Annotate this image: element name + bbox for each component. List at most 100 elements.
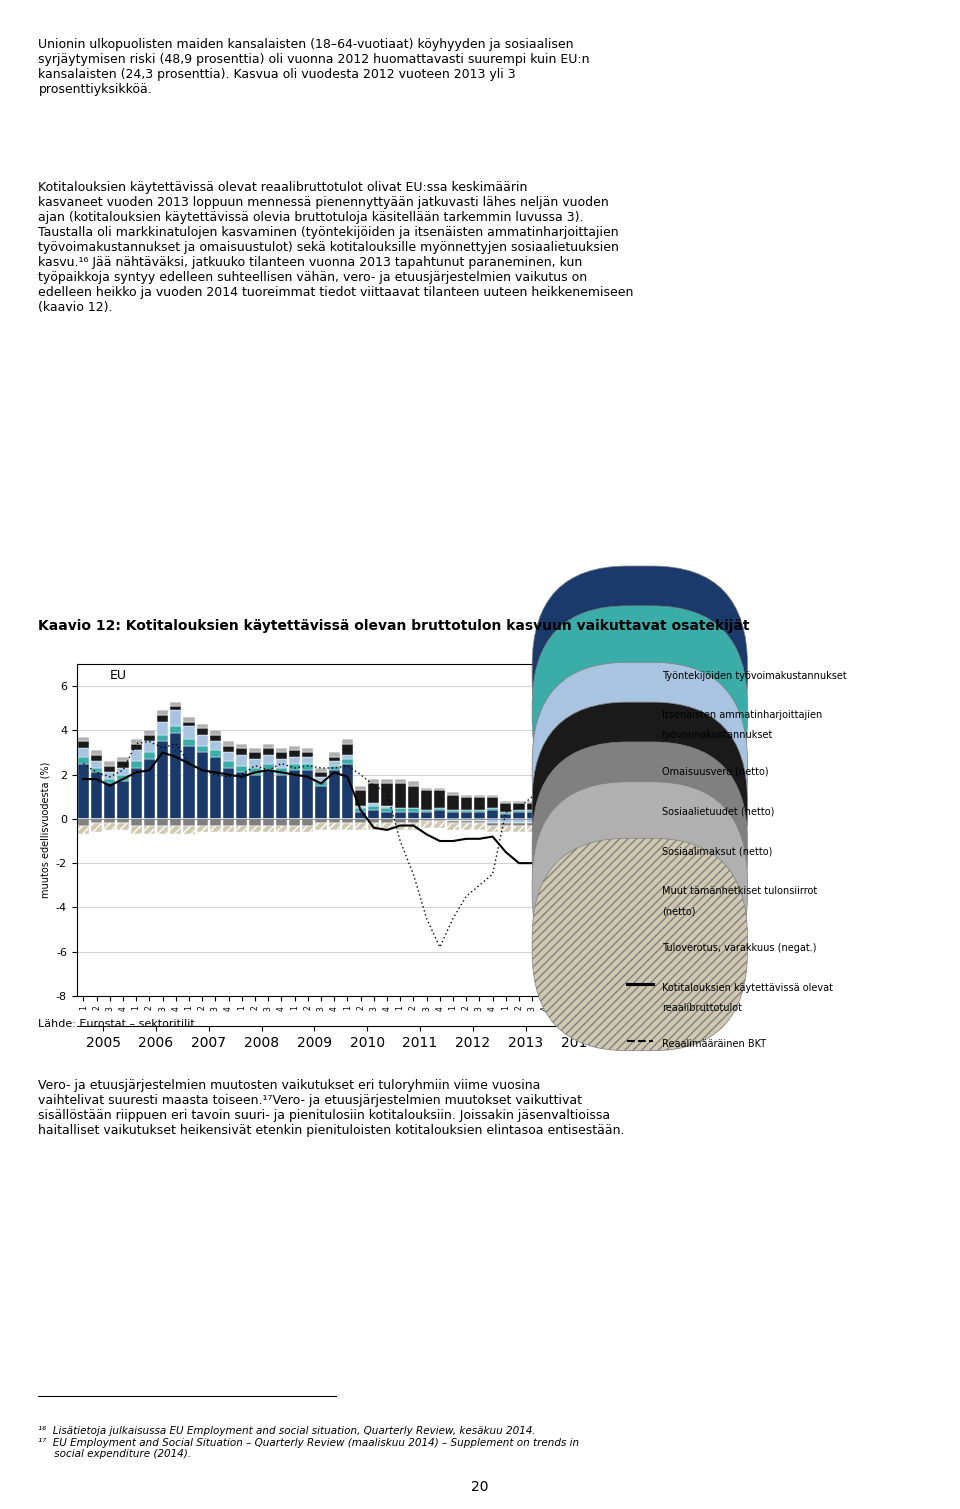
Bar (381, 783, 393, 806)
Bar (78, 741, 89, 748)
Bar (157, 735, 168, 741)
Bar (105, 765, 115, 773)
Bar (276, 819, 287, 825)
Bar (527, 810, 538, 812)
Bar (276, 768, 287, 774)
Bar (263, 754, 274, 764)
Text: Omaisuusvero (netto): Omaisuusvero (netto) (662, 767, 769, 777)
Bar (369, 803, 379, 806)
Bar (434, 807, 445, 810)
Bar (355, 819, 366, 824)
Text: Tuloverotus, varakkuus (negat.): Tuloverotus, varakkuus (negat.) (662, 943, 817, 952)
Bar (117, 774, 129, 782)
Bar (580, 795, 590, 798)
Bar (78, 819, 89, 825)
Bar (78, 736, 89, 741)
Bar (527, 812, 538, 819)
Bar (395, 812, 406, 819)
Bar (197, 745, 207, 753)
Bar (302, 758, 313, 764)
Bar (316, 819, 326, 824)
Bar (355, 807, 366, 812)
Bar (514, 819, 524, 824)
Bar (236, 819, 248, 825)
Bar (540, 812, 551, 819)
Text: Unionin ulkopuolisten maiden kansalaisten (18–64-vuotiaat) köyhyyden ja sosiaali: Unionin ulkopuolisten maiden kansalaiste… (38, 38, 589, 95)
Bar (447, 821, 459, 824)
Y-axis label: muutos edellisvuodesta (%): muutos edellisvuodesta (%) (40, 762, 50, 898)
Bar (223, 741, 234, 745)
Bar (328, 762, 340, 765)
Bar (592, 797, 604, 819)
Text: Kotitalouksien käytettävissä olevat reaalibruttotulot olivat EU:ssa keskimäärin
: Kotitalouksien käytettävissä olevat reaa… (38, 181, 634, 314)
Bar (157, 721, 168, 735)
Bar (355, 786, 366, 791)
Bar (170, 706, 181, 711)
Bar (487, 824, 498, 825)
Bar (500, 801, 512, 803)
Bar (328, 758, 340, 762)
Bar (342, 759, 353, 764)
Bar (210, 825, 221, 831)
Bar (210, 758, 221, 819)
Bar (395, 783, 406, 807)
Bar (580, 819, 590, 821)
Text: Vero- ja etuusjärjestelmien muutosten vaikutukset eri tuloryhmiin viime vuosina
: Vero- ja etuusjärjestelmien muutosten va… (38, 1079, 625, 1136)
Bar (78, 748, 89, 758)
Bar (342, 744, 353, 754)
Bar (553, 801, 564, 806)
Bar (540, 825, 551, 831)
Bar (434, 821, 445, 828)
Bar (553, 819, 564, 821)
Bar (328, 753, 340, 758)
Bar (381, 819, 393, 824)
Bar (302, 770, 313, 819)
Bar (236, 744, 248, 748)
Bar (461, 824, 471, 830)
Bar (250, 774, 260, 819)
Bar (144, 819, 155, 825)
Bar (117, 758, 129, 762)
Bar (527, 801, 538, 803)
Bar (276, 774, 287, 819)
Bar (566, 824, 577, 828)
Bar (487, 825, 498, 831)
Bar (461, 795, 471, 797)
Bar (474, 810, 485, 812)
Bar (170, 819, 181, 825)
Bar (461, 812, 471, 819)
Bar (553, 821, 564, 824)
Bar (210, 750, 221, 758)
Bar (302, 748, 313, 753)
Bar (421, 791, 432, 810)
Bar (500, 803, 512, 812)
Bar (447, 795, 459, 810)
Bar (197, 724, 207, 729)
Bar (105, 824, 115, 830)
Bar (263, 770, 274, 819)
FancyBboxPatch shape (532, 605, 748, 818)
Bar (105, 762, 115, 765)
Bar (197, 819, 207, 825)
Bar (289, 750, 300, 758)
Bar (447, 812, 459, 819)
FancyBboxPatch shape (532, 782, 748, 994)
Bar (592, 788, 604, 791)
Text: työvoimakustannukset: työvoimakustannukset (662, 730, 774, 741)
Bar (527, 824, 538, 825)
Bar (553, 824, 564, 830)
Bar (381, 812, 393, 819)
Bar (183, 717, 195, 721)
Bar (369, 779, 379, 783)
Bar (289, 770, 300, 819)
Text: Muut tämänhetkiset tulonsiirrot: Muut tämänhetkiset tulonsiirrot (662, 886, 817, 896)
Bar (289, 745, 300, 750)
Bar (566, 819, 577, 821)
Bar (263, 825, 274, 831)
Bar (91, 750, 102, 754)
Bar (342, 739, 353, 744)
Bar (592, 792, 604, 795)
Text: EU: EU (109, 670, 127, 682)
Bar (408, 807, 419, 812)
Bar (183, 739, 195, 745)
